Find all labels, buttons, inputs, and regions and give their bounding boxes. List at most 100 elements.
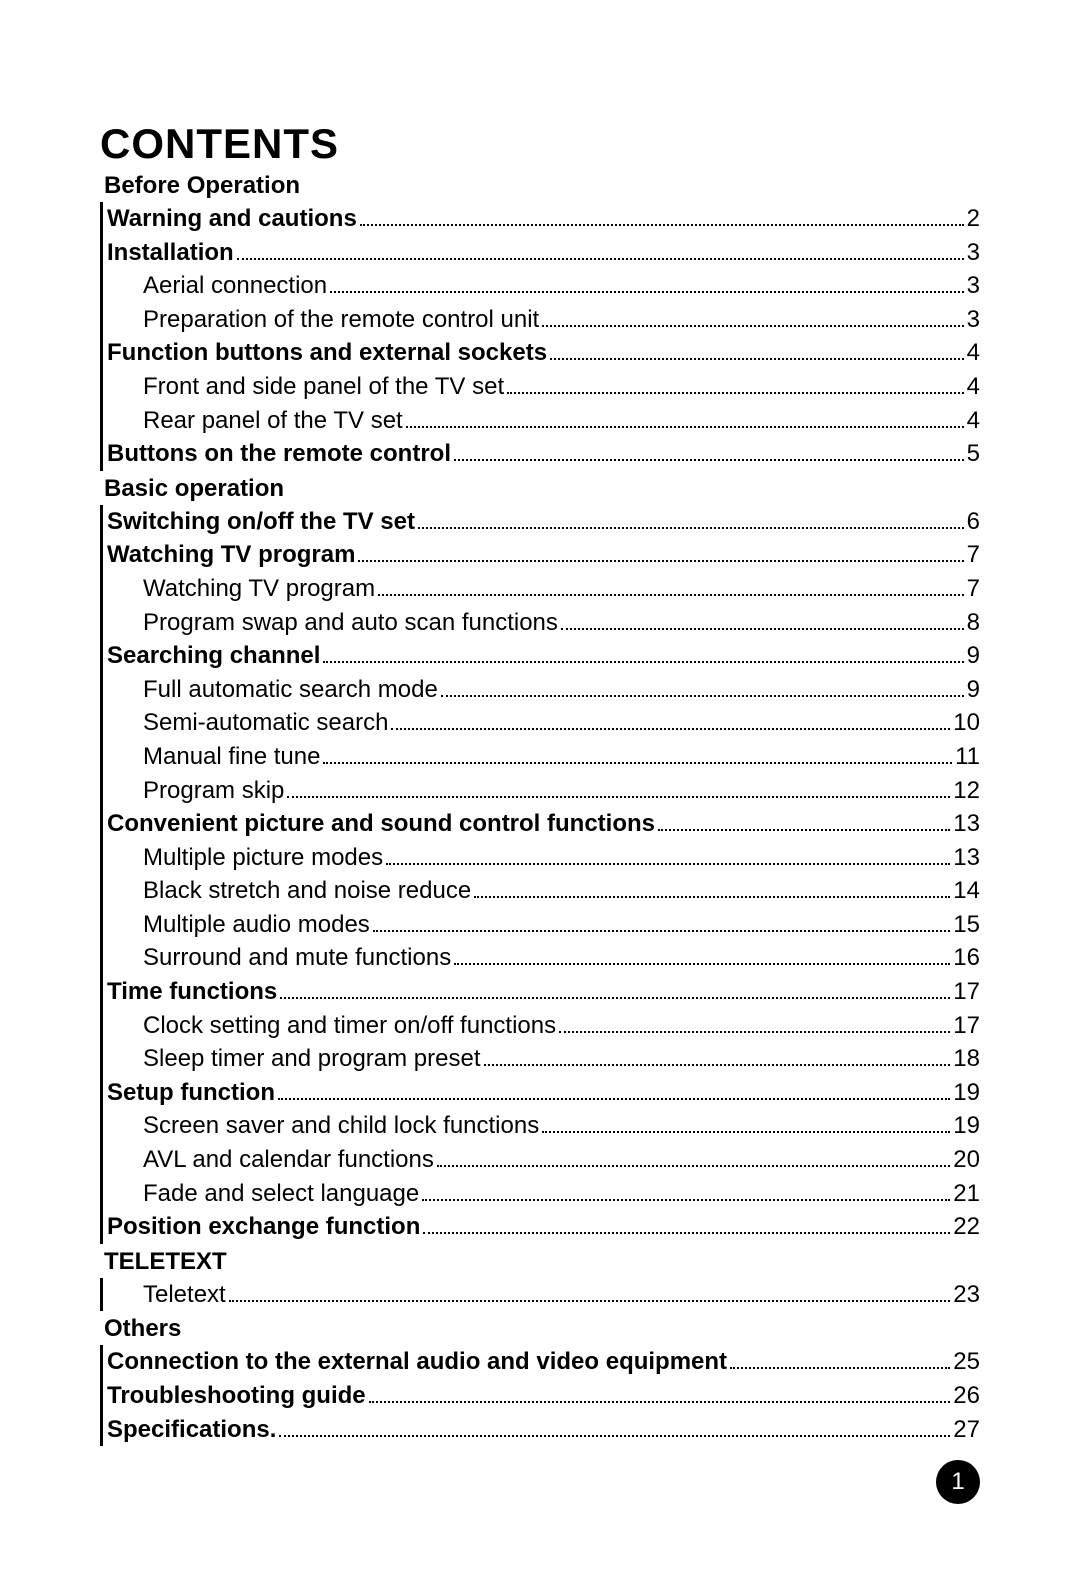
toc-page: 9 <box>967 639 980 673</box>
toc-dot-leader <box>559 1011 950 1033</box>
toc-line: Rear panel of the TV set4 <box>107 404 980 438</box>
toc-dot-leader <box>279 1415 950 1437</box>
toc-line: Black stretch and noise reduce 14 <box>107 874 980 908</box>
toc-dot-leader <box>542 305 963 327</box>
toc-label: Teletext <box>107 1278 226 1312</box>
toc-dot-leader <box>730 1348 950 1370</box>
toc-dot-leader <box>658 810 950 832</box>
toc-label: Manual fine tune <box>107 740 320 774</box>
toc-dot-leader <box>391 709 950 731</box>
toc-line: Warning and cautions2 <box>107 202 980 236</box>
toc-label: Warning and cautions <box>107 202 357 236</box>
toc-dot-leader <box>474 877 950 899</box>
section-heading: Before Operation <box>100 172 980 200</box>
toc-page: 16 <box>953 941 980 975</box>
toc-page: 5 <box>967 437 980 471</box>
toc-dot-leader <box>386 843 950 865</box>
toc-line: Connection to the external audio and vid… <box>107 1345 980 1379</box>
toc-label: Surround and mute functions <box>107 941 451 975</box>
page-title: CONTENTS <box>100 120 980 168</box>
toc-dot-leader <box>360 204 964 226</box>
toc-dot-leader <box>278 1078 950 1100</box>
toc-dot-leader <box>418 507 964 529</box>
toc-page: 21 <box>953 1177 980 1211</box>
toc-page: 3 <box>967 236 980 270</box>
toc-dot-leader <box>561 608 964 630</box>
toc-label: Convenient picture and sound control fun… <box>107 807 655 841</box>
toc-label: Rear panel of the TV set <box>107 404 403 438</box>
toc-line: Manual fine tune 11 <box>107 740 980 774</box>
toc-line: Program skip 12 <box>107 774 980 808</box>
toc-dot-leader <box>358 541 963 563</box>
toc-line: Aerial connection3 <box>107 269 980 303</box>
toc-line: Program swap and auto scan functions8 <box>107 606 980 640</box>
toc-label: Sleep timer and program preset <box>107 1042 481 1076</box>
toc-line: Convenient picture and sound control fun… <box>107 807 980 841</box>
toc-line: AVL and calendar functions20 <box>107 1143 980 1177</box>
toc-label: Installation <box>107 236 234 270</box>
toc-line: Screen saver and child lock functions19 <box>107 1109 980 1143</box>
toc-line: Time functions 17 <box>107 975 980 1009</box>
toc-page: 11 <box>955 740 980 774</box>
toc-dot-leader <box>406 406 964 428</box>
toc-page: 10 <box>953 706 980 740</box>
toc-page: 9 <box>967 673 980 707</box>
toc-label: Buttons on the remote control <box>107 437 451 471</box>
toc-page: 26 <box>953 1379 980 1413</box>
toc-line: Position exchange function22 <box>107 1210 980 1244</box>
toc-group: Connection to the external audio and vid… <box>100 1345 980 1446</box>
toc-label: Watching TV program <box>107 572 375 606</box>
toc-page: 13 <box>953 841 980 875</box>
toc-line: Watching TV program 7 <box>107 538 980 572</box>
page-number: 1 <box>951 1468 964 1496</box>
section-heading: Basic operation <box>100 475 980 503</box>
toc-page: 7 <box>967 538 980 572</box>
toc-label: Semi-automatic search <box>107 706 388 740</box>
page-number-badge: 1 <box>936 1460 980 1504</box>
toc-label: Full automatic search mode <box>107 673 438 707</box>
toc-line: Installation 3 <box>107 236 980 270</box>
toc-label: Multiple audio modes <box>107 908 370 942</box>
toc-line: Setup function 19 <box>107 1076 980 1110</box>
toc-group: Warning and cautions2Installation 3Aerial… <box>100 202 980 471</box>
toc-dot-leader <box>437 1145 950 1167</box>
toc-label: Position exchange function <box>107 1210 420 1244</box>
toc-label: Fade and select language <box>107 1177 419 1211</box>
toc-dot-leader <box>484 1045 951 1067</box>
toc-label: Function buttons and external sockets <box>107 336 547 370</box>
toc-label: Multiple picture modes <box>107 841 383 875</box>
toc-label: Watching TV program <box>107 538 355 572</box>
toc-dot-leader <box>378 574 964 596</box>
toc-page: 25 <box>953 1345 980 1379</box>
toc-dot-leader <box>454 944 950 966</box>
toc-page: 3 <box>967 303 980 337</box>
toc-dot-leader <box>423 1213 950 1235</box>
toc-line: Clock setting and timer on/off functions… <box>107 1009 980 1043</box>
toc-line: Function buttons and external sockets4 <box>107 336 980 370</box>
toc-dot-leader <box>330 272 964 294</box>
toc-line: Searching channel 9 <box>107 639 980 673</box>
toc-line: Semi-automatic search 10 <box>107 706 980 740</box>
toc-label: Searching channel <box>107 639 320 673</box>
toc-label: Program skip <box>107 774 284 808</box>
toc-line: Multiple picture modes 13 <box>107 841 980 875</box>
toc-label: Preparation of the remote control unit <box>107 303 539 337</box>
toc-page: 19 <box>953 1109 980 1143</box>
toc-line: Teletext 23 <box>107 1278 980 1312</box>
section-heading: TELETEXT <box>100 1248 980 1276</box>
toc-page: 14 <box>953 874 980 908</box>
toc-page: 12 <box>953 774 980 808</box>
toc-line: Buttons on the remote control 5 <box>107 437 980 471</box>
toc-label: Time functions <box>107 975 277 1009</box>
toc-page: 23 <box>953 1278 980 1312</box>
toc-page: 18 <box>953 1042 980 1076</box>
toc-label: AVL and calendar functions <box>107 1143 434 1177</box>
toc-line: Switching on/off the TV set6 <box>107 505 980 539</box>
table-of-contents: Before OperationWarning and cautions2Ins… <box>100 172 980 1446</box>
toc-page: 15 <box>953 908 980 942</box>
toc-page: 17 <box>953 1009 980 1043</box>
toc-dot-leader <box>422 1179 950 1201</box>
toc-line: Full automatic search mode 9 <box>107 673 980 707</box>
toc-label: Black stretch and noise reduce <box>107 874 471 908</box>
toc-page: 17 <box>953 975 980 1009</box>
